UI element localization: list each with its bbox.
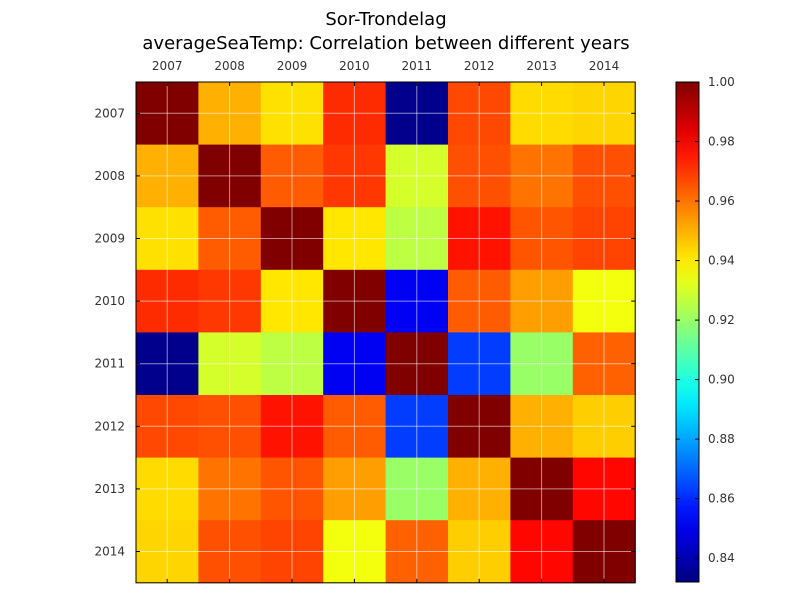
colorbar-tick-label: 0.86 — [708, 492, 735, 506]
y-tick-label: 2013 — [94, 482, 125, 496]
colorbar-tick-label: 0.90 — [708, 373, 735, 387]
chart-title: Sor-Trondelag — [325, 9, 447, 30]
y-tick-label: 2008 — [94, 169, 125, 183]
x-tick-label: 2013 — [526, 59, 557, 73]
y-tick-label: 2007 — [94, 106, 125, 120]
x-tick-label: 2010 — [339, 59, 370, 73]
colorbar-tick-label: 1.00 — [708, 75, 735, 89]
colorbar-tick-label: 0.96 — [708, 194, 735, 208]
y-tick-label: 2009 — [94, 232, 125, 246]
y-axis: 2007 2008 2009 2010 2011 2012 2013 2014 — [94, 106, 636, 559]
x-tick-label: 2007 — [152, 59, 183, 73]
y-tick-label: 2012 — [94, 419, 125, 433]
x-tick-label: 2009 — [277, 59, 308, 73]
chart-subtitle: averageSeaTemp: Correlation between diff… — [142, 33, 630, 54]
x-tick-label: 2014 — [589, 59, 620, 73]
colorbar-tick-label: 0.92 — [708, 313, 735, 327]
x-tick-label: 2008 — [214, 59, 245, 73]
grid-lines — [136, 82, 636, 583]
colorbar-axis: 0.84 0.86 0.88 0.90 0.92 0.94 0.96 0.98 1.00 — [676, 75, 735, 565]
heatmap-cells — [136, 82, 636, 584]
y-tick-label: 2010 — [94, 294, 125, 308]
plot-frame — [135, 81, 636, 584]
colorbar-tick-label: 0.88 — [708, 432, 735, 446]
y-tick-label: 2014 — [94, 545, 125, 559]
x-axis: 2007 2008 2009 2010 2011 2012 2013 2014 — [152, 59, 619, 583]
colorbar-tick-label: 0.94 — [708, 254, 735, 268]
y-tick-label: 2011 — [94, 357, 125, 371]
colorbar-tick-label: 0.84 — [708, 551, 735, 565]
colorbar-tick-label: 0.98 — [708, 135, 735, 149]
x-tick-label: 2011 — [402, 59, 433, 73]
colorbar — [675, 81, 700, 583]
x-tick-label: 2012 — [464, 59, 495, 73]
